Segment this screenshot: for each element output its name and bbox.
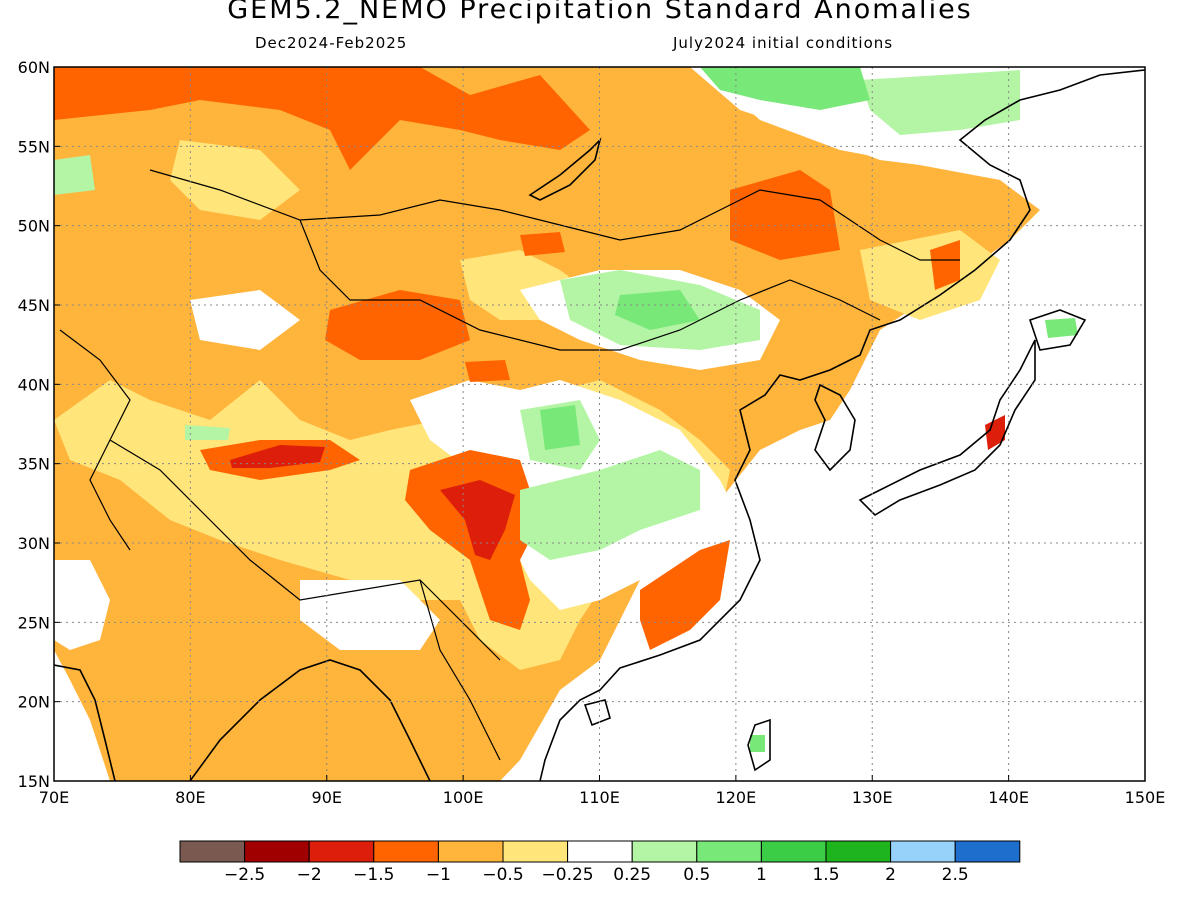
anomaly-moderate-negative (640, 540, 730, 650)
initial-conditions-subtitle: July2024 initial conditions (673, 34, 894, 52)
colorbar: −2.5 −2 −1.5 −1 −0.5 −0.25 0.25 0.5 1 1.5 2 2.5 (179, 840, 1021, 885)
colorbar-swatch (502, 840, 569, 863)
lon-tick-label: 100E (443, 788, 484, 807)
season-subtitle: Dec2024-Feb2025 (255, 34, 408, 52)
colorbar-label: 0.25 (613, 865, 651, 885)
lat-tick-label: 35N (18, 455, 50, 474)
anomaly-neutral (300, 580, 440, 650)
anomaly-moderate-positive (700, 67, 870, 110)
colorbar-label: −1.5 (353, 865, 394, 885)
colorbar-label: 2 (885, 865, 896, 885)
anomaly-weak-negative (170, 140, 300, 220)
lon-tick-label: 150E (1125, 788, 1166, 807)
colorbar-label: 1.5 (812, 865, 839, 885)
plot-area (53, 66, 1146, 782)
colorbar-label: 1 (756, 865, 767, 885)
colorbar-swatch (373, 840, 439, 863)
colorbar-swatch (437, 840, 504, 863)
baikal-lake (528, 137, 602, 201)
anomaly-weak-positive (860, 70, 1020, 135)
lon-tick-label: 90E (312, 788, 342, 807)
lat-tick-label: 30N (18, 534, 50, 553)
anomaly-moderate-positive (1045, 318, 1078, 338)
colorbar-swatch (696, 840, 762, 863)
colorbar-swatch (760, 840, 827, 863)
korea-coastline (814, 383, 856, 472)
anomaly-moderate-negative (54, 67, 590, 170)
lon-tick-label: 70E (39, 788, 69, 807)
lon-tick-label: 130E (852, 788, 893, 807)
lon-tick-label: 110E (579, 788, 620, 807)
grid-lines (54, 67, 1145, 781)
anomaly-moderate-negative (465, 360, 510, 382)
anomaly-weak-positive (520, 450, 700, 560)
anomaly-weak-positive (54, 155, 95, 195)
taiwan-coastline (747, 718, 771, 772)
map-title: GEM5.2_NEMO Precipitation Standard Anoma… (227, 0, 973, 25)
japan-coastline (858, 339, 1036, 517)
anomaly-moderate-positive (540, 405, 580, 450)
anomaly-moderate-negative (730, 170, 840, 260)
colorbar-label: −1 (426, 865, 451, 885)
colorbar-label: 0.5 (683, 865, 710, 885)
lat-tick-label: 40N (18, 375, 50, 394)
colorbar-swatch (179, 840, 246, 863)
anomaly-weak-negative (860, 230, 1000, 320)
hokkaido-coastline (1028, 309, 1087, 351)
lat-tick-label: 25N (18, 613, 50, 632)
country-borders (59, 169, 960, 761)
anomaly-weak-positive (185, 425, 230, 440)
colorbar-swatch (631, 840, 698, 863)
colorbar-swatch (890, 840, 956, 863)
lon-axis: 70E 80E 90E 100E 110E 120E 130E 140E 150E (39, 775, 1166, 807)
colorbar-label: −0.5 (482, 865, 523, 885)
lat-tick-label: 15N (18, 772, 50, 791)
lat-tick-label: 60N (18, 58, 50, 77)
asia-coastline (539, 69, 1145, 781)
bay-of-bengal-coastline (189, 659, 431, 781)
anomaly-moderate-negative (520, 232, 565, 256)
colorbar-label: −2.5 (224, 865, 265, 885)
lat-tick-label: 20N (18, 693, 50, 712)
india-coastline (54, 664, 116, 781)
lat-axis: 15N 20N 25N 30N 35N 40N 45N 50N 55N 60N (18, 58, 60, 791)
colorbar-swatch (308, 840, 375, 863)
colorbar-label: −2 (297, 865, 322, 885)
colorbar-label: 2.5 (942, 865, 969, 885)
anomaly-strong-negative (230, 445, 325, 468)
colorbar-swatch (567, 840, 633, 863)
colorbar-swatch (244, 840, 310, 863)
hainan-coastline (583, 699, 611, 727)
lat-tick-label: 50N (18, 217, 50, 236)
lon-tick-label: 80E (175, 788, 205, 807)
anomaly-neutral (54, 560, 110, 650)
colorbar-label: −0.25 (542, 865, 594, 885)
lon-tick-label: 140E (988, 788, 1029, 807)
anomaly-strong-negative (440, 480, 515, 560)
anomaly-strong-negative (985, 415, 1005, 450)
lat-tick-label: 45N (18, 296, 50, 315)
anomaly-moderate-negative (930, 240, 960, 290)
anomaly-moderate-positive (615, 290, 700, 330)
anomaly-moderate-positive (750, 735, 765, 752)
lon-tick-label: 120E (716, 788, 757, 807)
coastlines (54, 69, 1145, 781)
lat-tick-label: 55N (18, 137, 50, 156)
colorbar-swatch (825, 840, 892, 863)
colorbar-swatch (954, 840, 1021, 863)
